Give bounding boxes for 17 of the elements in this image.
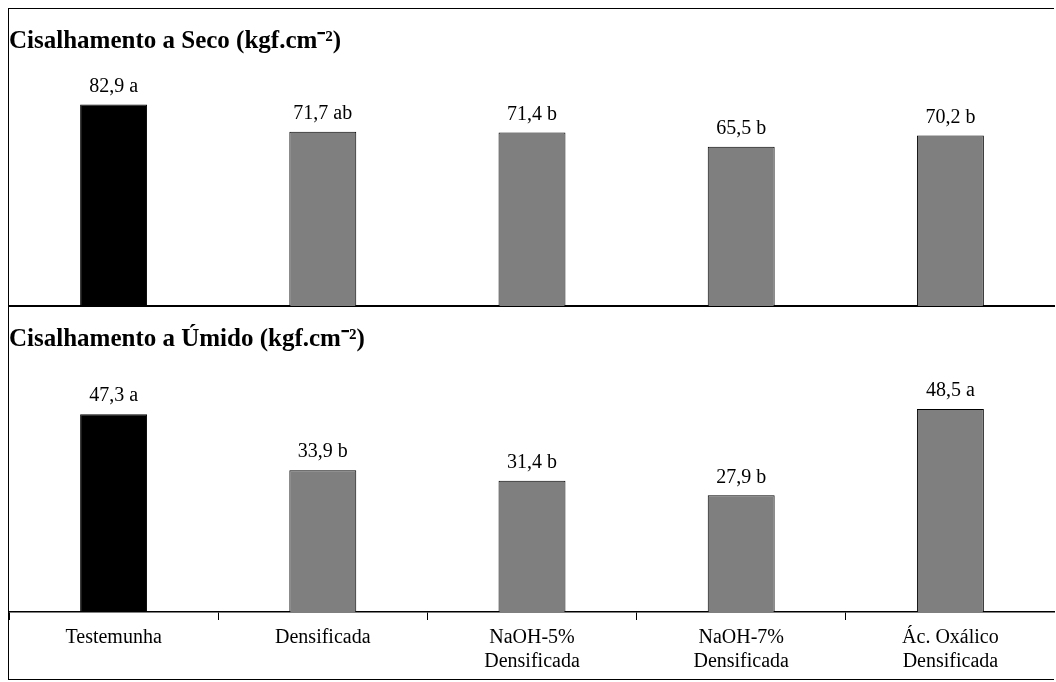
x-tick-label: Testemunha <box>65 625 162 648</box>
data-label: 27,9 b <box>716 464 767 487</box>
data-label: 48,5 a <box>925 378 975 401</box>
data-label: 71,4 b <box>507 101 557 124</box>
x-tick-label: NaOH-7% Densificada <box>693 625 790 672</box>
data-label: 70,2 b <box>925 104 976 127</box>
x-tick-label: NaOH-5% Densificada <box>484 625 580 672</box>
data-label: 82,9 a <box>89 73 139 96</box>
data-label: 65,5 b <box>716 116 767 139</box>
data-label: 33,9 b <box>297 439 348 462</box>
data-label: 71,7 ab <box>293 101 353 124</box>
x-tick-label: Ác. Oxálico Densificada <box>902 625 999 672</box>
data-label: 47,3 a <box>89 383 139 406</box>
chart-title: Cisalhamento a Úmido (kgf.cm⁻²) <box>9 324 365 353</box>
chart-title: Cisalhamento a Seco (kgf.cm⁻²) <box>9 26 342 55</box>
x-tick-label: Densificada <box>275 625 371 648</box>
data-label: 31,4 b <box>507 449 557 472</box>
